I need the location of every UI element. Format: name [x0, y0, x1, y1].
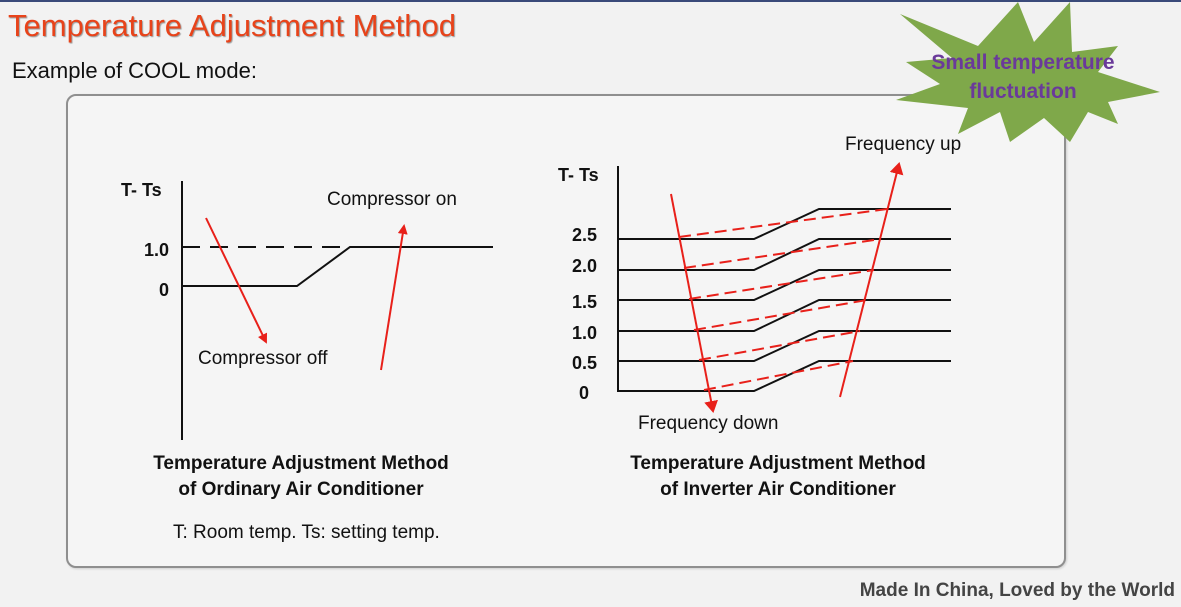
inverter-step-line [618, 238, 951, 271]
inverter-fluctuation-dashed-line [678, 208, 888, 238]
page-subtitle: Example of COOL mode: [12, 58, 257, 83]
inverter-step-line [618, 208, 951, 240]
temperature-note: T: Room temp. Ts: setting temp. [173, 522, 440, 543]
ordinary-y-axis-label: T- Ts [121, 180, 162, 200]
ordinary-tick-1: 1.0 [144, 240, 169, 260]
callout-line2: fluctuation [969, 80, 1076, 103]
starburst-shape [896, 2, 1160, 142]
inverter-caption-line1: Temperature Adjustment Method [630, 453, 926, 474]
top-border [0, 0, 1181, 2]
compressor-on-label: Compressor on [327, 189, 457, 210]
frequency-up-arrow [839, 162, 904, 398]
inverter-caption-line2: of Inverter Air Conditioner [660, 479, 896, 500]
inverter-tick-2-5: 2.5 [572, 225, 597, 245]
compressor-off-arrow [205, 217, 268, 344]
inverter-step-line [618, 299, 951, 332]
frequency-down-label: Frequency down [638, 413, 778, 434]
inverter-fluctuation-dashed-line [698, 330, 861, 361]
ordinary-caption-line2: of Ordinary Air Conditioner [178, 479, 424, 500]
inverter-fluctuation-dashed-line [688, 269, 875, 300]
inverter-tick-0-5: 0.5 [572, 353, 597, 373]
inverter-tick-1-5: 1.5 [572, 292, 597, 312]
footer-slogan: Made In China, Loved by the World [859, 580, 1175, 601]
starburst-callout: Small temperature fluctuation [896, 2, 1160, 142]
frequency-down-arrow [670, 193, 718, 413]
ordinary-tick-0: 0 [159, 280, 169, 300]
frequency-up-label: Frequency up [845, 134, 961, 155]
inverter-fluctuation-dashed-line [693, 299, 868, 331]
page-title: Temperature Adjustment Method [8, 8, 457, 43]
inverter-y-axis-label: T- Ts [558, 165, 599, 185]
inverter-fluctuation-dashed-line [703, 360, 854, 391]
inverter-step-line [618, 269, 951, 301]
inverter-tick-2-0: 2.0 [572, 256, 597, 276]
inverter-tick-0: 0 [579, 383, 589, 403]
inverter-step-line [618, 360, 951, 392]
inverter-step-line [618, 330, 951, 362]
ordinary-caption-line1: Temperature Adjustment Method [153, 453, 449, 474]
inverter-diagram: T- Ts 2.5 2.0 1.5 1.0 0.5 0 Frequency up… [558, 134, 961, 500]
compressor-off-label: Compressor off [198, 348, 328, 369]
callout-line1: Small temperature [931, 51, 1114, 74]
ordinary-diagram: T- Ts 1.0 0 Compressor on Compressor off… [121, 180, 493, 543]
compressor-on-arrow [380, 224, 408, 371]
inverter-fluctuation-dashed-line [683, 238, 882, 269]
inverter-tick-1-0: 1.0 [572, 323, 597, 343]
